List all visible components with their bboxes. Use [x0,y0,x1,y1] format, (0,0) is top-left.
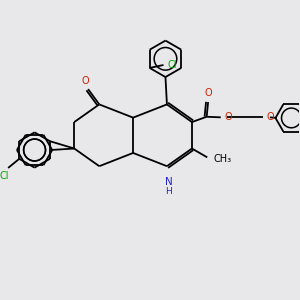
Text: N: N [164,177,172,188]
Text: O: O [267,112,274,122]
Text: O: O [204,88,212,98]
Text: Cl: Cl [167,60,177,70]
Text: H: H [165,187,172,196]
Text: CH₃: CH₃ [214,154,232,164]
Text: O: O [82,76,90,85]
Text: Cl: Cl [0,171,9,181]
Text: O: O [225,112,232,122]
